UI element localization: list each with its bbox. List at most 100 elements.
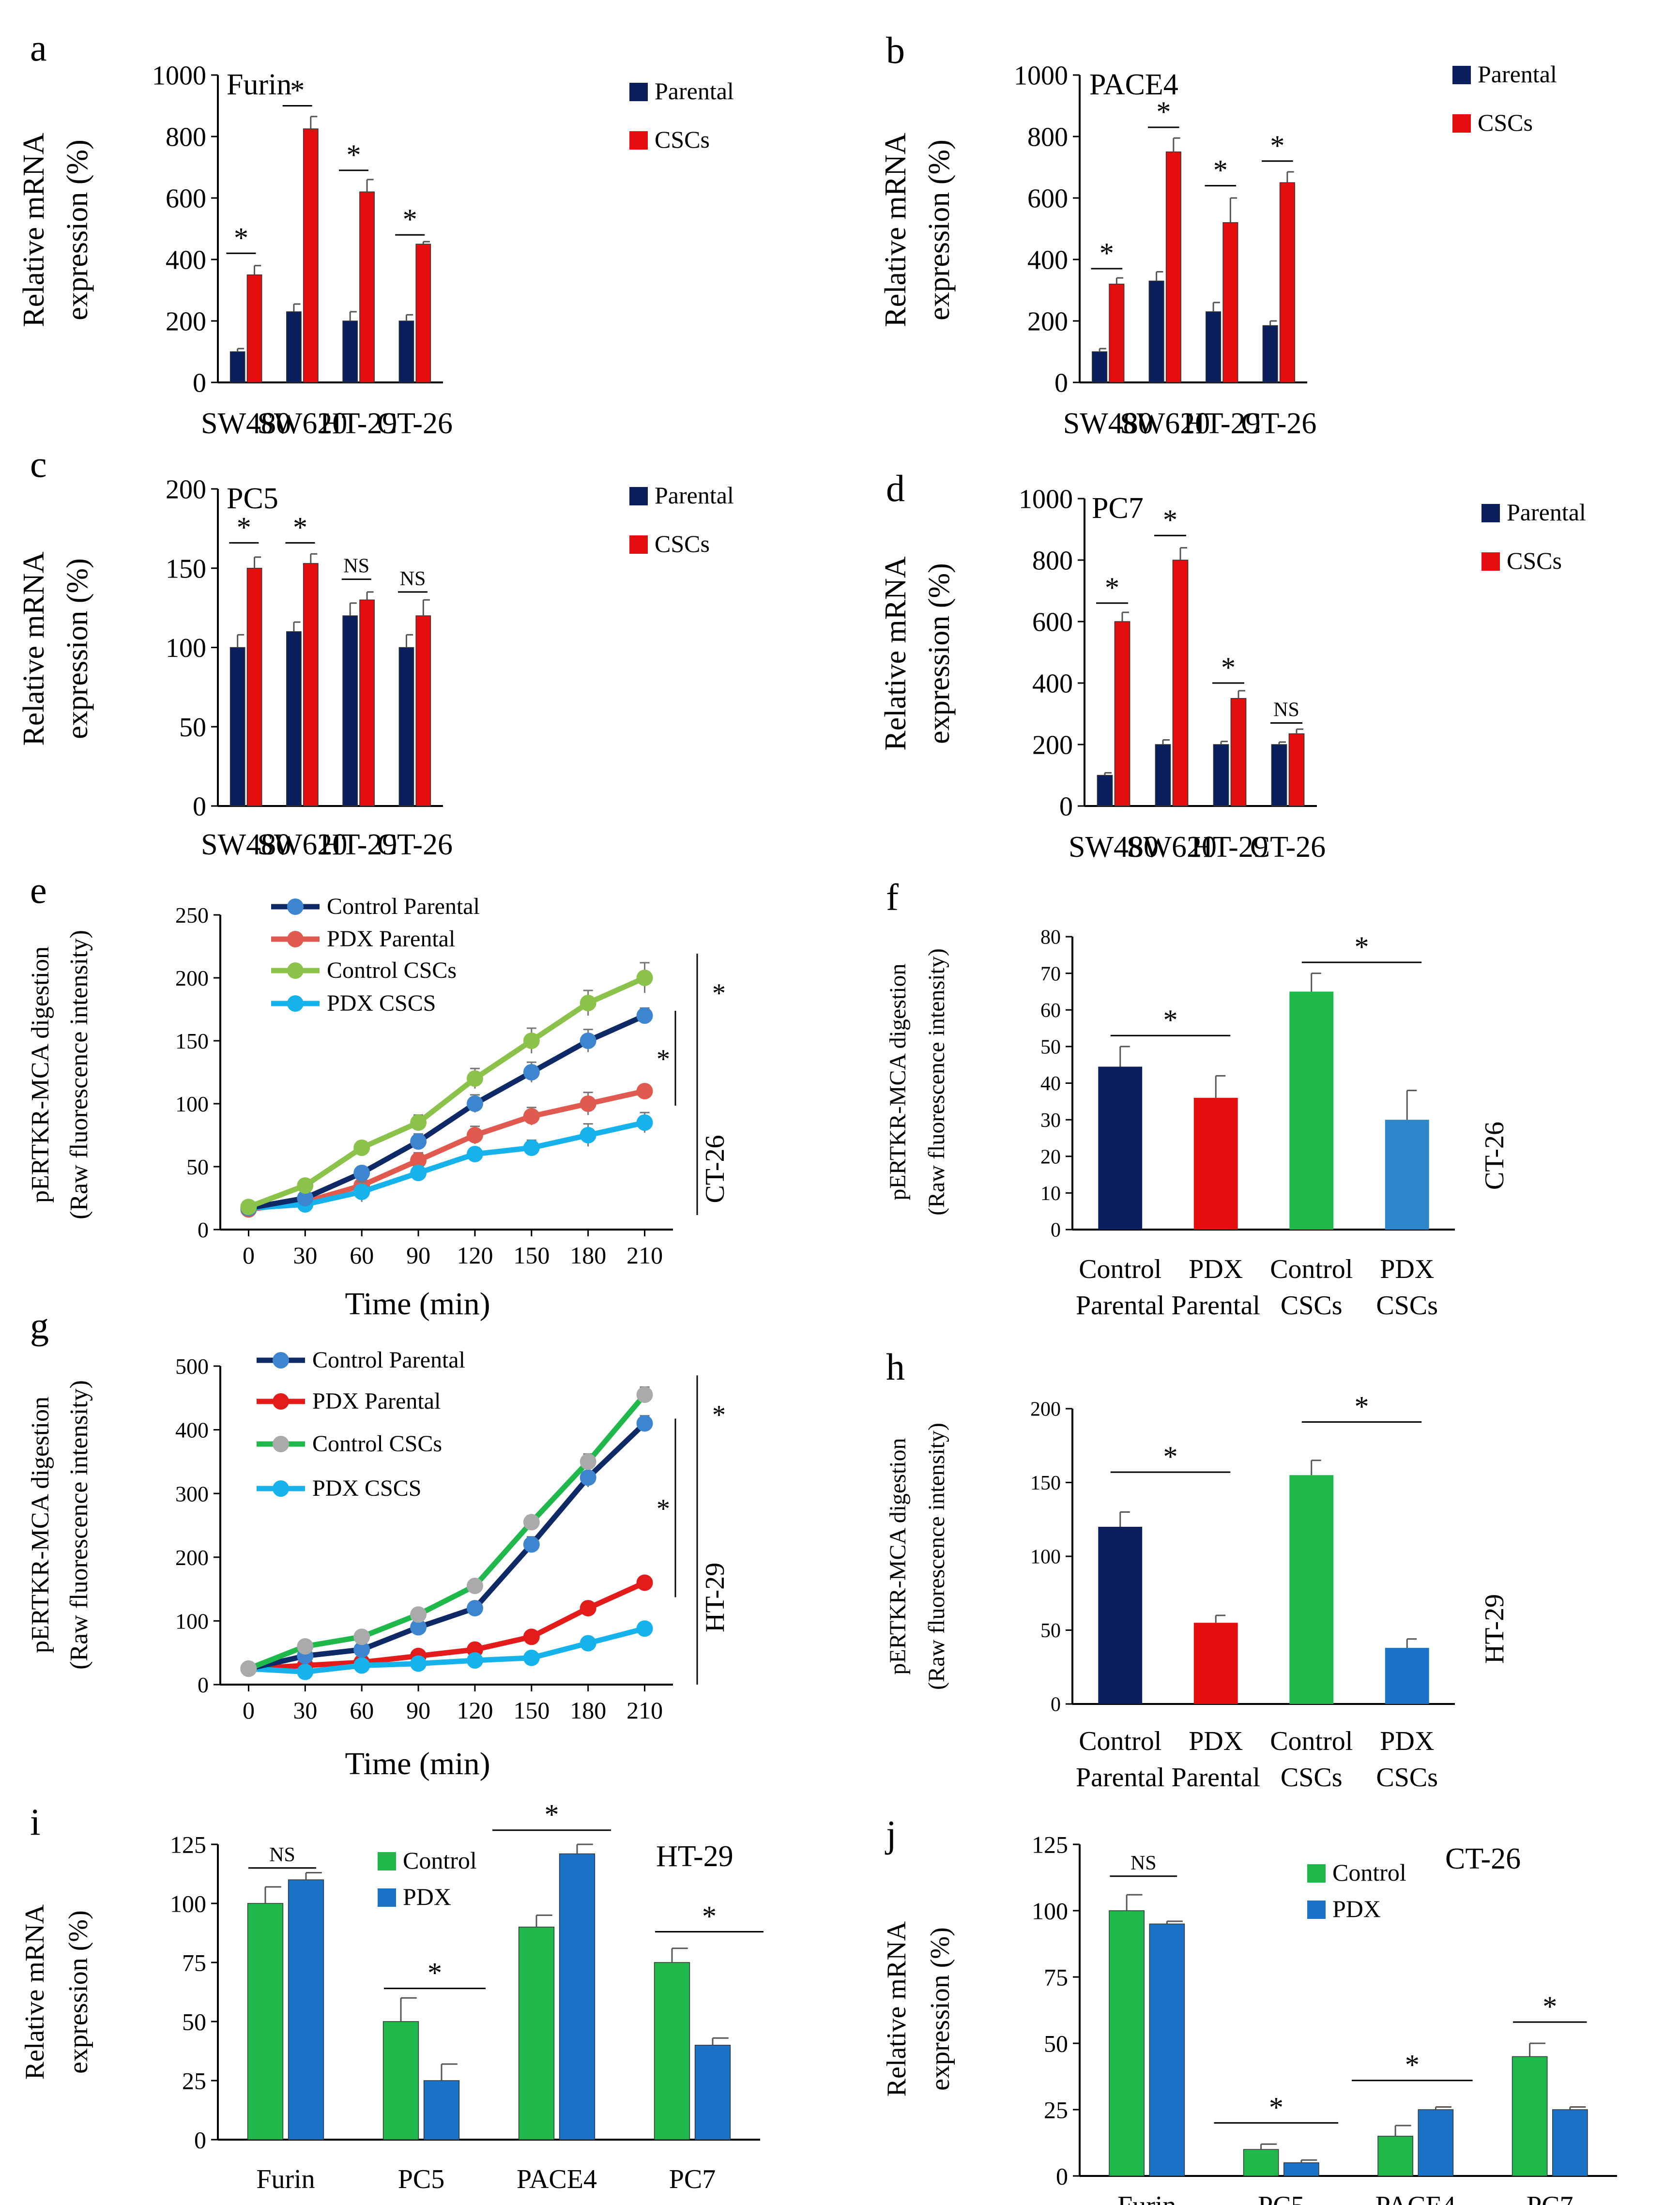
panel-letter: j [885,1813,897,1855]
x-tick-label: 60 [350,1697,374,1724]
y-tick-label: 600 [1027,184,1068,214]
category-label: Parental [1076,1291,1164,1321]
series-line [248,1088,645,1212]
data-point [240,1199,257,1216]
bar-parental [342,615,358,806]
significance-label: * [234,222,248,254]
chart-title: PC5 [227,482,278,515]
legend-swatch [1307,1864,1326,1883]
category-label: PACE4 [517,2164,597,2194]
panel-e: e 0 50 100 150 200 250 pERTKR-MCA digestion (Raw… [27,869,730,1322]
bar-parental [1155,744,1171,806]
y-tick-label: 10 [1040,1183,1061,1205]
data-point [353,1641,370,1658]
data-point [353,1165,370,1181]
bar-pdx [423,2080,460,2140]
data-point [410,1133,427,1150]
category-label: PC7 [669,2164,716,2194]
panel-letter: f [886,876,899,918]
legend-label: Control [1332,1859,1406,1886]
legend-swatch [629,535,648,554]
bar [1193,1097,1238,1230]
series-line [248,1013,646,1211]
data-point [636,1083,653,1099]
significance-label: NS [269,1844,295,1866]
bar-control [1377,2136,1413,2176]
data-point [636,1386,653,1403]
category-label: PACE4 [1375,2191,1456,2205]
data-point [466,1127,483,1143]
bar-control [1109,1910,1145,2176]
y-tick-label: 125 [170,1831,206,1858]
y-tick-label: 200 [1027,307,1068,337]
data-point [410,1655,427,1672]
significance-label: * [1163,504,1177,536]
legend-label: CSCs [655,126,710,153]
data-point [410,1152,427,1169]
data-point [353,1184,370,1200]
data-point [580,1635,596,1652]
y-tick-label: 50 [182,2008,206,2036]
y-tick-label: 0 [1054,368,1068,398]
significance-label: * [1163,1441,1178,1473]
legend-label: CSCs [655,530,710,557]
series-line [247,975,646,1210]
data-point [466,1095,483,1112]
bar-parental [1213,744,1229,806]
significance-label: * [290,75,305,106]
significance-label: * [1269,2091,1283,2123]
significance-label: * [1163,1004,1178,1036]
y-axis-label: expression (%) [63,1910,93,2073]
panel-j: j 0 25 50 75 100 125 Relative mRNA expression (%… [882,1813,1617,2205]
category-label: Furin [256,2164,315,2194]
bar-cscs [359,191,375,383]
bar-cscs [303,563,319,806]
y-tick-label: 20 [1040,1146,1061,1168]
significance-label: * [1105,572,1119,604]
category-label: Parental [1172,1763,1260,1793]
y-axis-label: Relative mRNA [17,551,50,745]
data-point [523,1140,540,1156]
series-line [248,1580,646,1672]
bar-cscs [246,568,262,806]
y-axis-label: (Raw fluorescence intensity) [65,930,93,1219]
category-label: HT-29 [1191,831,1268,864]
y-tick-label: 0 [1056,2163,1068,2190]
y-axis-label: expression (%) [61,139,94,320]
data-point [523,1033,540,1049]
legend-label: Parental [655,482,734,509]
y-tick-label: 200 [1030,1399,1061,1421]
y-axis-label: expression (%) [923,139,956,320]
y-axis-label: Relative mRNA [20,1904,50,2080]
data-point [410,1619,427,1636]
significance-label: * [1156,96,1171,128]
significance-label: * [346,139,361,171]
panel-f: f 0 10 20 30 40 50 60 70 80 pERTKR-MCA digestion (R… [885,876,1510,1321]
data-point [580,1033,596,1049]
category-label: Control [1079,1254,1161,1284]
significance-label: * [237,511,251,543]
x-tick-label: 120 [457,1697,493,1724]
y-tick-label: 0 [1051,1219,1061,1242]
legend-marker [287,898,304,915]
legend-swatch [1481,504,1500,522]
data-point [297,1190,314,1206]
y-tick-label: 500 [175,1354,209,1379]
legend-marker [273,1352,289,1369]
category-label: Control [1270,1726,1353,1756]
chart-title: PACE4 [1089,68,1178,101]
legend-label: PDX Parental [327,926,455,952]
y-tick-label: 80 [1040,927,1061,949]
side-label: CT-26 [1480,1122,1510,1190]
x-tick-label: 90 [406,1242,430,1269]
bar-cscs [1165,152,1181,383]
data-point [580,1095,596,1112]
category-label: SW480 [1063,407,1153,440]
significance-label: * [1355,931,1369,963]
data-point [466,1578,483,1595]
series-line [247,1393,647,1672]
category-label: PC7 [1527,2191,1573,2205]
category-label: CSCs [1281,1763,1343,1793]
y-tick-label: 100 [170,1890,206,1917]
